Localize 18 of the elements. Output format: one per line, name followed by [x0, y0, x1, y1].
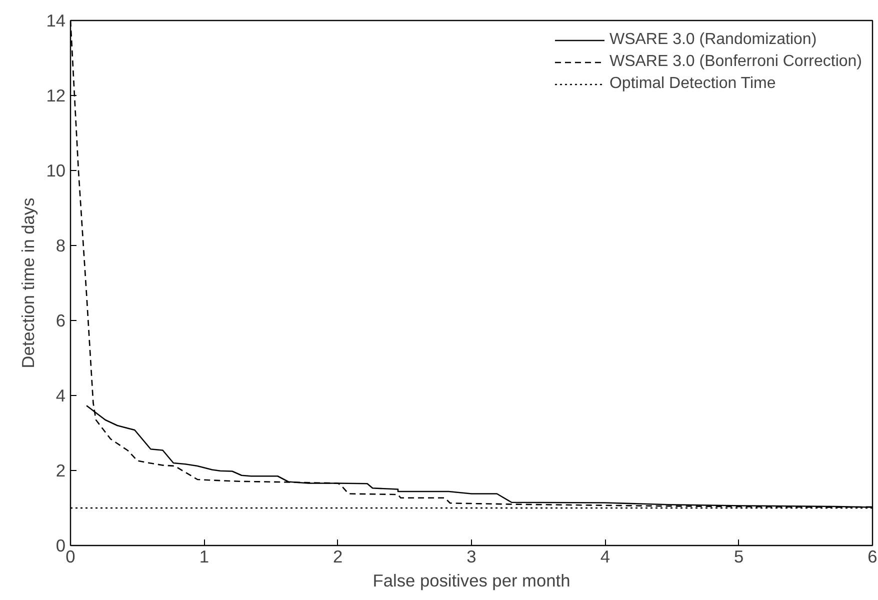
y-tick-label: 6	[56, 310, 66, 330]
x-tick-label: 6	[868, 546, 878, 566]
x-axis-title: False positives per month	[372, 570, 570, 590]
x-tick-label: 5	[734, 546, 744, 566]
x-tick-label: 3	[466, 546, 476, 566]
y-tick-label: 12	[46, 86, 66, 106]
legend-label: WSARE 3.0 (Randomization)	[609, 31, 817, 49]
y-tick-label: 10	[46, 160, 66, 180]
y-tick-label: 8	[56, 236, 66, 256]
x-tick-label: 4	[600, 546, 610, 566]
legend-label: WSARE 3.0 (Bonferroni Correction)	[609, 53, 862, 71]
x-tick-label: 2	[333, 546, 343, 566]
y-axis-title: Detection time in days	[18, 197, 38, 368]
legend-label: Optimal Detection Time	[609, 75, 776, 93]
y-tick-label: 4	[56, 386, 66, 406]
x-tick-label: 1	[199, 546, 209, 566]
y-tick-label: 2	[56, 460, 66, 480]
y-tick-label: 14	[46, 10, 66, 30]
